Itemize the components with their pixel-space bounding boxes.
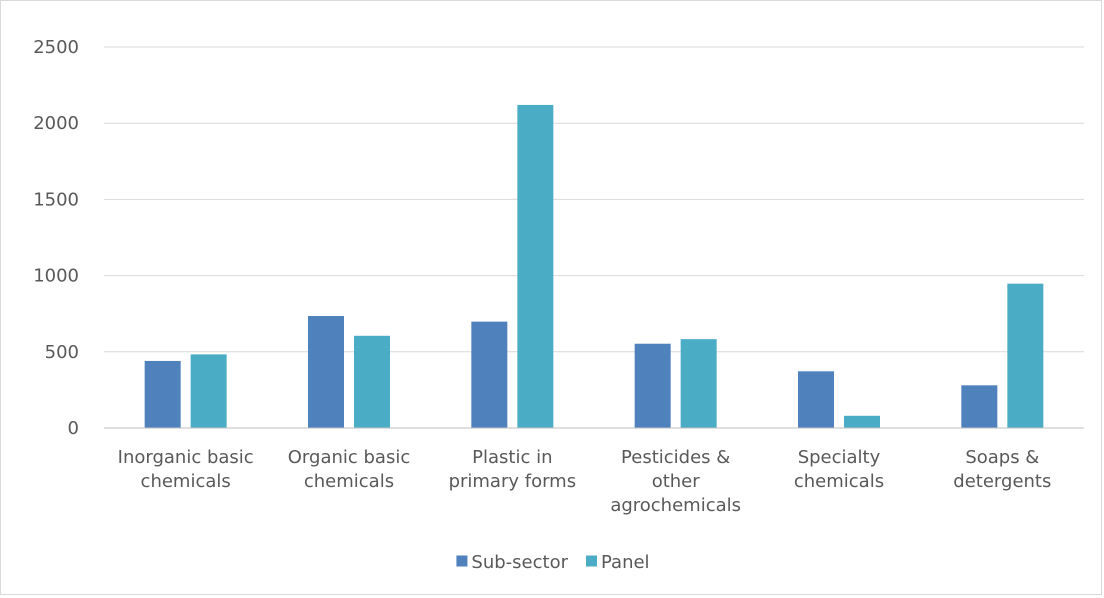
bar-panel — [680, 339, 717, 428]
bar-sub-sector — [144, 360, 181, 428]
x-axis-category-labels: Inorganic basic chemicals Organic basic che… — [118, 447, 1052, 516]
y-axis-tick-labels: 0 500 1000 1500 2000 2500 — [33, 37, 79, 439]
y-tick-label: 500 — [45, 342, 79, 363]
x-category-label-line: chemicals — [304, 471, 394, 492]
gridlines — [104, 46, 1084, 353]
x-category-label-line: detergents — [953, 471, 1051, 492]
x-category-label: Organic basic chemicals — [288, 447, 410, 492]
legend: Sub-sector Panel — [456, 552, 650, 573]
x-category-label-line: Organic basic — [288, 447, 410, 468]
legend-label: Panel — [601, 552, 650, 573]
y-tick-label: 0 — [68, 418, 79, 439]
legend-swatch — [586, 555, 598, 567]
x-category-label: Inorganic basic chemicals — [118, 447, 254, 492]
x-category-label: Specialty chemicals — [794, 447, 884, 492]
legend-label: Sub-sector — [471, 552, 568, 573]
x-category-label-line: Plastic in — [472, 447, 552, 468]
bar-panel — [354, 335, 390, 428]
x-category-label-line: other — [652, 471, 701, 492]
bar-sub-sector — [634, 343, 671, 428]
x-category-label: Pesticides & other agrochemicals — [610, 447, 741, 516]
bars — [144, 104, 1044, 429]
x-category-label-line: chemicals — [141, 471, 231, 492]
x-category-label-line: Specialty — [798, 447, 881, 468]
bar-sub-sector — [308, 315, 344, 428]
x-category-label-line: agrochemicals — [610, 495, 741, 516]
bar-panel — [844, 415, 880, 428]
y-tick-label: 1000 — [33, 266, 79, 287]
x-category-label-line: primary forms — [449, 471, 577, 492]
bar-panel — [190, 354, 227, 428]
x-category-label-line: chemicals — [794, 471, 884, 492]
bar-panel — [1007, 283, 1044, 428]
x-category-label: Soaps & detergents — [953, 447, 1051, 492]
legend-swatch — [456, 555, 468, 567]
x-category-label-line: Pesticides & — [621, 447, 730, 468]
bar-panel — [517, 104, 554, 429]
bar-sub-sector — [471, 321, 508, 428]
legend-item: Sub-sector — [456, 552, 569, 573]
legend-item: Panel — [586, 552, 650, 573]
x-category-label: Plastic in primary forms — [449, 447, 577, 492]
y-tick-label: 2000 — [33, 113, 79, 134]
y-tick-label: 2500 — [33, 37, 79, 58]
y-tick-label: 1500 — [33, 189, 79, 210]
x-category-label-line: Inorganic basic — [118, 447, 254, 468]
x-category-label-line: Soaps & — [965, 447, 1039, 468]
bar-sub-sector — [961, 385, 998, 428]
bar-sub-sector — [798, 371, 834, 428]
